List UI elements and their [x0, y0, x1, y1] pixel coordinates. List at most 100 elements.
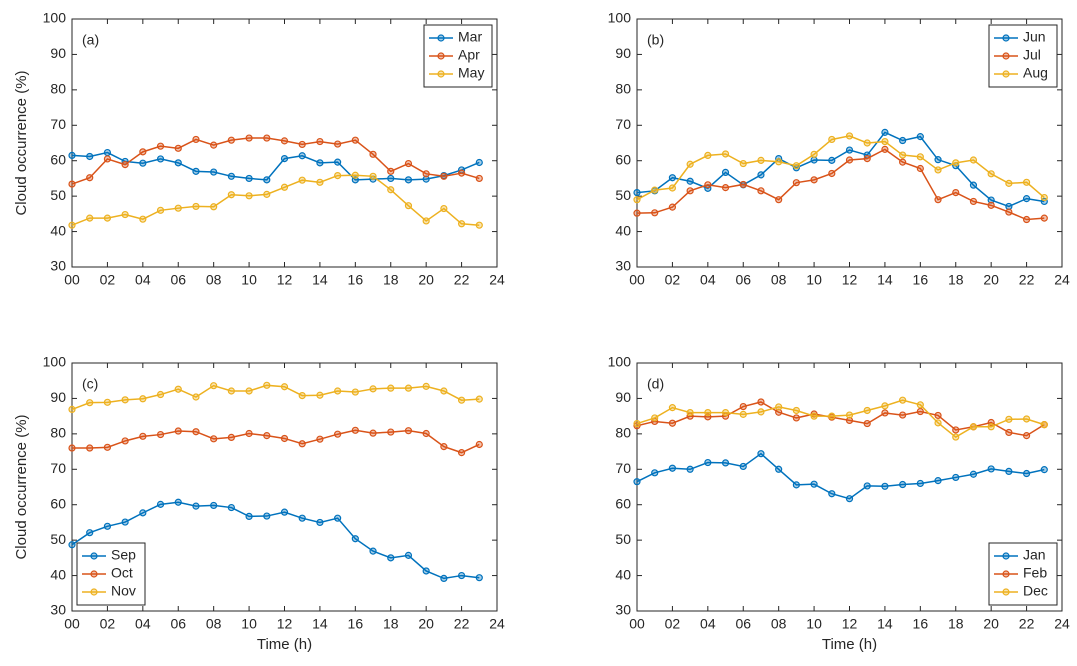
x-tick-label: 10	[806, 272, 822, 288]
data-point	[934, 411, 942, 420]
x-tick-label: 18	[948, 272, 964, 288]
data-point	[440, 387, 448, 395]
data-point	[899, 136, 907, 145]
data-point	[139, 432, 147, 440]
data-point	[828, 156, 836, 164]
data-point	[86, 174, 94, 182]
subplot: 30 40 50 60 70 80 90 100 00 02 04 06 08 10 12 14 16 18 20 2…	[608, 354, 1070, 653]
y-tick-label: 60	[50, 495, 66, 511]
legend-marker	[90, 588, 98, 596]
x-tick-label: 24	[489, 616, 505, 632]
x-tick-label: 08	[206, 616, 222, 632]
data-point	[704, 409, 712, 417]
data-point	[422, 567, 430, 575]
data-point	[457, 220, 466, 228]
data-point	[863, 139, 871, 147]
data-point	[792, 179, 800, 187]
data-point	[633, 189, 641, 197]
legend-label: Apr	[458, 47, 480, 63]
y-tick-label: 30	[615, 602, 631, 618]
data-point	[387, 186, 395, 194]
x-tick-label: 08	[771, 616, 787, 632]
data-point	[334, 171, 342, 180]
data-point	[263, 432, 271, 440]
legend-label: Dec	[1023, 583, 1048, 599]
data-point	[334, 514, 342, 522]
data-point	[934, 419, 942, 427]
data-point	[475, 158, 483, 167]
data-point	[952, 433, 960, 441]
data-point	[969, 181, 978, 189]
y-tick-label: 90	[50, 45, 66, 61]
data-point	[668, 203, 677, 211]
y-tick-label: 60	[615, 151, 631, 167]
data-point	[280, 183, 289, 191]
y-tick-label: 30	[615, 258, 631, 274]
x-tick-label: 04	[135, 272, 151, 288]
data-point	[280, 154, 289, 163]
x-tick-label: 22	[454, 616, 470, 632]
data-point	[775, 196, 783, 204]
data-point	[156, 430, 165, 439]
data-point	[828, 135, 836, 144]
data-point	[174, 204, 182, 212]
data-point	[334, 140, 342, 148]
data-point	[881, 145, 889, 153]
data-point	[1040, 214, 1048, 222]
data-point	[369, 150, 377, 158]
data-point	[845, 156, 854, 164]
data-point	[404, 384, 413, 392]
data-point	[440, 443, 448, 451]
x-tick-label: 16	[348, 272, 364, 288]
data-point	[121, 518, 129, 526]
data-point	[668, 404, 677, 412]
x-tick-label: 12	[277, 272, 293, 288]
data-point	[952, 473, 960, 482]
x-tick-label: 22	[1019, 272, 1035, 288]
data-point	[174, 498, 182, 506]
data-point	[227, 387, 235, 395]
data-point	[227, 503, 235, 512]
data-point	[863, 419, 871, 428]
data-point	[1022, 178, 1031, 186]
data-point	[651, 209, 659, 217]
data-point	[334, 158, 342, 166]
data-point	[863, 482, 871, 490]
data-point	[139, 159, 147, 167]
data-point	[298, 176, 306, 184]
y-tick-label: 40	[50, 222, 66, 238]
data-point	[969, 470, 978, 478]
data-point	[668, 174, 677, 182]
x-tick-label: 14	[877, 616, 893, 632]
data-point	[121, 437, 129, 445]
data-point	[121, 161, 129, 169]
data-point	[881, 128, 889, 136]
data-point	[174, 159, 182, 167]
data-point	[952, 159, 960, 167]
x-tick-label: 02	[100, 272, 116, 288]
x-tick-label: 24	[489, 272, 505, 288]
x-tick-label: 14	[312, 616, 328, 632]
y-tick-label: 50	[615, 187, 631, 203]
data-point	[757, 187, 765, 195]
y-tick-label: 60	[615, 495, 631, 511]
data-point	[916, 164, 924, 173]
y-tick-label: 80	[50, 81, 66, 97]
y-tick-label: 50	[50, 531, 66, 547]
data-point	[68, 405, 76, 414]
data-point	[68, 180, 76, 188]
y-axis-label: Cloud occurrence (%)	[13, 70, 30, 215]
data-point	[86, 444, 94, 452]
data-point	[298, 391, 306, 400]
data-point	[792, 414, 800, 422]
data-point	[387, 167, 395, 175]
data-point	[987, 423, 995, 431]
data-point	[263, 190, 271, 198]
data-point	[845, 416, 854, 424]
y-tick-label: 100	[43, 10, 67, 26]
data-point	[845, 411, 854, 419]
legend-marker	[437, 52, 445, 60]
data-point	[210, 141, 218, 149]
data-point	[668, 464, 677, 472]
data-point	[422, 382, 430, 390]
